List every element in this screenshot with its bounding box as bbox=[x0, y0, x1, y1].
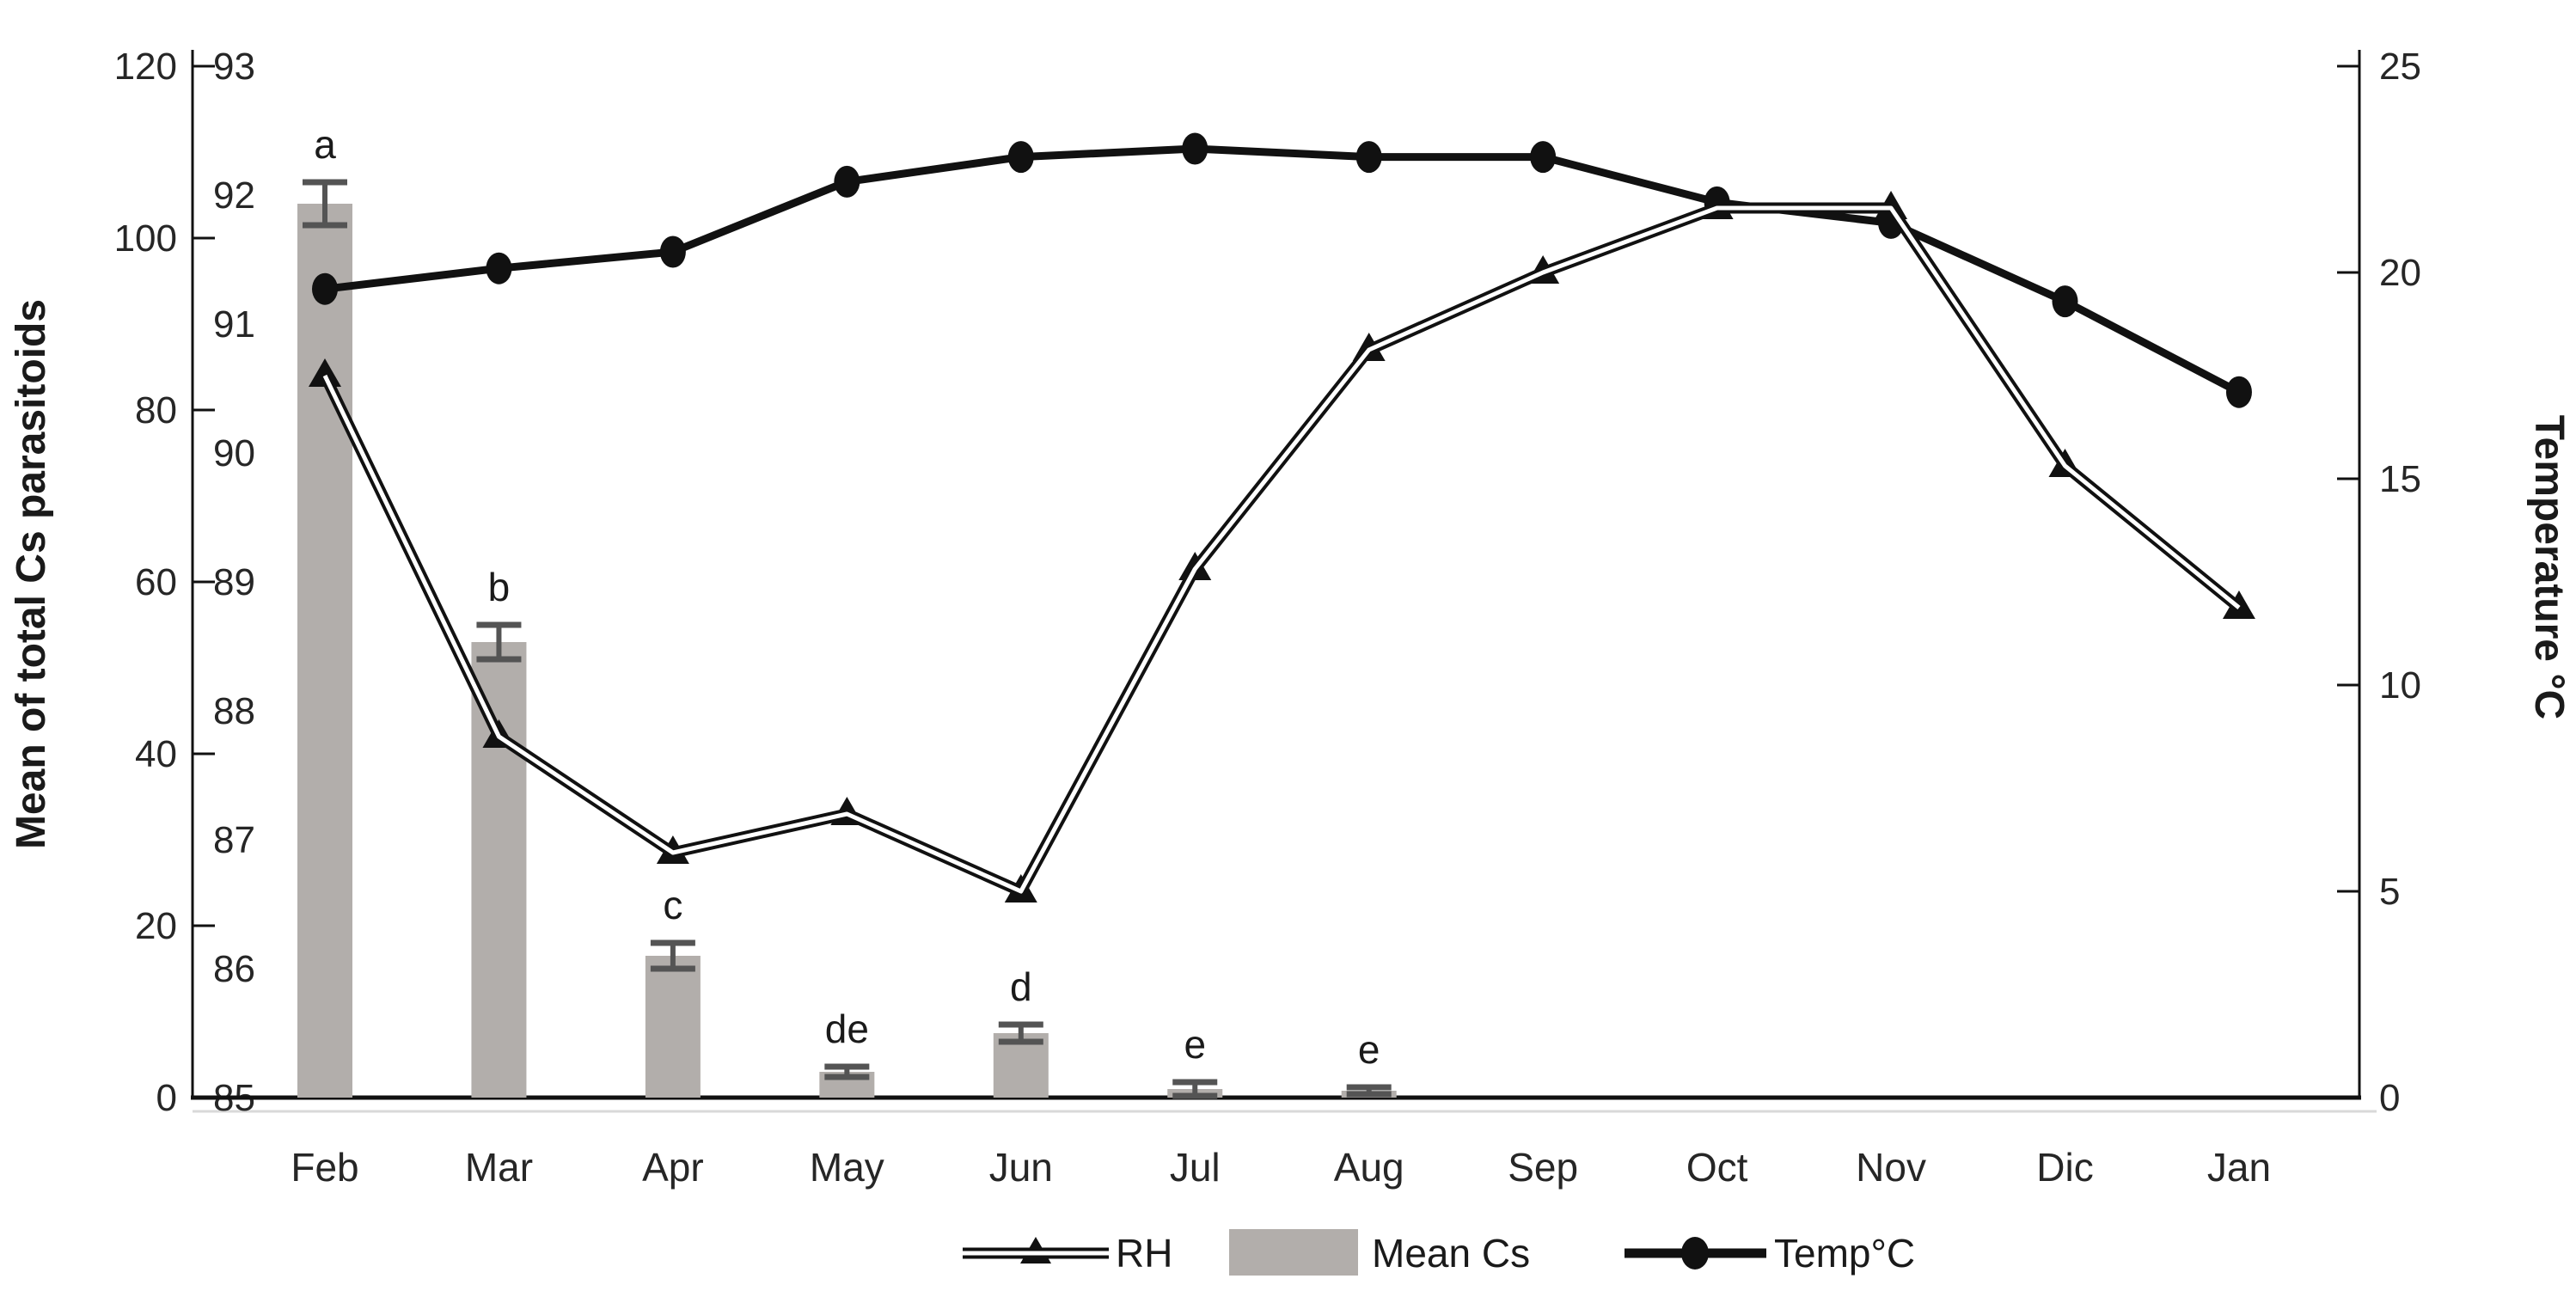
month-label: Sep bbox=[1508, 1145, 1578, 1190]
legend-item-rh: RH bbox=[963, 1231, 1172, 1276]
legend-bar-swatch-icon bbox=[1229, 1229, 1358, 1276]
rh-axis-tick-label: 87 bbox=[213, 819, 255, 861]
legend: RH Mean Cs Temp°C bbox=[963, 1229, 1915, 1276]
month-label: May bbox=[810, 1145, 884, 1190]
left-axis-tick-label: 80 bbox=[135, 389, 177, 431]
left-axis-tick-label: 60 bbox=[135, 561, 177, 603]
temp-point-marker bbox=[1007, 141, 1034, 174]
right-axis-tick-label: 10 bbox=[2379, 664, 2421, 707]
temp-point-marker bbox=[834, 165, 860, 198]
rh-point-marker bbox=[2222, 590, 2255, 619]
temp-point-marker bbox=[659, 236, 686, 268]
bar-letter: d bbox=[1010, 964, 1032, 1009]
rh-point-marker bbox=[1352, 333, 1386, 361]
rh-series bbox=[309, 191, 2255, 902]
rh-axis-tick-label: 91 bbox=[213, 303, 255, 346]
left-axis-tick-label: 120 bbox=[114, 46, 177, 88]
right-axis: 0 5 10 15 20 25 bbox=[2337, 46, 2421, 1119]
x-axis: Feb Mar Apr May Jun Jul Aug Sep Oct Nov Dic Jan bbox=[191, 1095, 2361, 1190]
mean-cs-bars bbox=[297, 204, 1397, 1098]
left-axis-title: Mean of total Cs parasitoids bbox=[9, 299, 54, 849]
rh-point-marker bbox=[309, 358, 341, 387]
bar-letter: b bbox=[488, 565, 511, 609]
legend-label-mean-cs: Mean Cs bbox=[1372, 1231, 1530, 1276]
rh-axis-tick-label: 92 bbox=[213, 174, 255, 217]
month-label: Mar bbox=[465, 1145, 533, 1190]
legend-item-mean-cs: Mean Cs bbox=[1229, 1229, 1530, 1276]
rh-point-marker bbox=[656, 835, 689, 864]
temp-point-marker bbox=[486, 252, 512, 285]
rh-point-marker bbox=[1875, 191, 1908, 219]
legend-triangle-icon bbox=[1020, 1237, 1051, 1263]
bar-letter: a bbox=[314, 122, 336, 167]
right-axis-tick-label: 5 bbox=[2379, 871, 2400, 913]
month-label: Aug bbox=[1334, 1145, 1404, 1190]
left-axis-tick-label: 20 bbox=[135, 905, 177, 947]
temp-point-marker bbox=[1182, 132, 1208, 165]
temp-series bbox=[312, 132, 2252, 408]
error-bars bbox=[303, 179, 1392, 1099]
bar-letter: e bbox=[1184, 1022, 1206, 1067]
rh-axis-tick-label: 93 bbox=[213, 46, 255, 88]
month-label: Dic bbox=[2036, 1145, 2093, 1190]
temp-point-marker bbox=[2052, 285, 2078, 318]
bar-letter: de bbox=[825, 1006, 869, 1051]
legend-circle-icon bbox=[1681, 1237, 1709, 1270]
rh-axis-tick-label: 88 bbox=[213, 690, 255, 732]
temp-point-marker bbox=[1355, 141, 1382, 174]
bar bbox=[645, 956, 701, 1098]
rh-axis-tick-label: 89 bbox=[213, 561, 255, 603]
legend-item-temp: Temp°C bbox=[1625, 1231, 1915, 1276]
month-label: Jan bbox=[2207, 1145, 2271, 1190]
right-axis-tick-label: 20 bbox=[2379, 252, 2421, 294]
temp-point-marker bbox=[312, 272, 338, 305]
left-axis-tick-label: 100 bbox=[114, 217, 177, 260]
legend-label-rh: RH bbox=[1116, 1231, 1172, 1276]
month-label: Jun bbox=[989, 1145, 1053, 1190]
legend-label-temp: Temp°C bbox=[1774, 1231, 1915, 1276]
right-axis-tick-label: 0 bbox=[2379, 1077, 2400, 1119]
month-label: Jul bbox=[1170, 1145, 1221, 1190]
bar-letter: e bbox=[1358, 1027, 1380, 1072]
right-axis-tick-label: 15 bbox=[2379, 458, 2421, 500]
right-axis-title: Temperature °C bbox=[2526, 415, 2572, 719]
month-label: Apr bbox=[642, 1145, 704, 1190]
month-label: Feb bbox=[291, 1145, 358, 1190]
month-label: Oct bbox=[1686, 1145, 1748, 1190]
bar bbox=[297, 204, 352, 1098]
bar-letter: c bbox=[663, 883, 682, 927]
bar bbox=[471, 642, 527, 1098]
left-axis-tick-label: 40 bbox=[135, 733, 177, 775]
temp-point-marker bbox=[2225, 376, 2252, 408]
rh-axis-tick-label: 86 bbox=[213, 948, 255, 990]
left-axis-title: Mean of total Cs parasitoids bbox=[9, 299, 54, 849]
temp-point-marker bbox=[1530, 141, 1557, 174]
month-label: Nov bbox=[1856, 1145, 1926, 1190]
left-axis-tick-label: 0 bbox=[156, 1077, 177, 1119]
right-axis-title: Temperature °C bbox=[2526, 415, 2572, 719]
right-axis-tick-label: 25 bbox=[2379, 46, 2421, 88]
rh-axis-tick-label: 90 bbox=[213, 432, 255, 474]
